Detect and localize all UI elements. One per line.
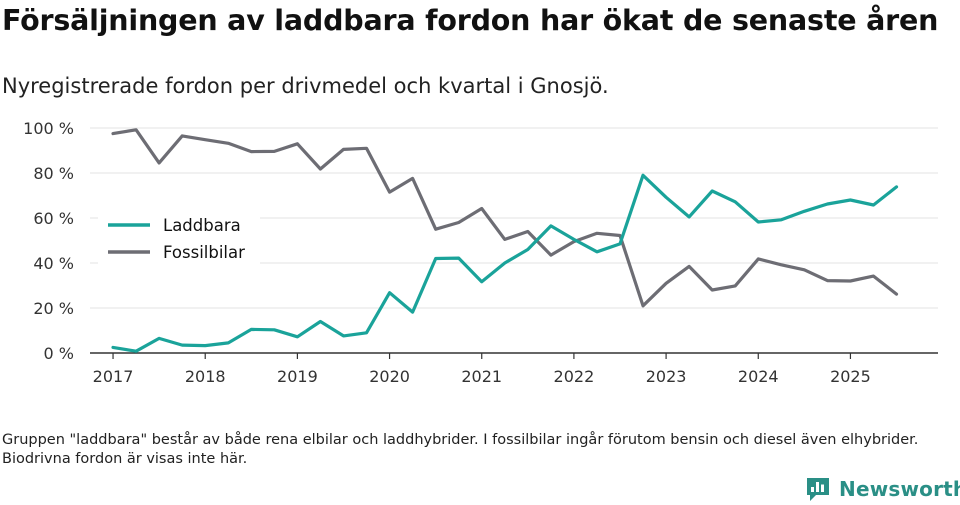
legend-background — [98, 208, 260, 270]
legend-label-laddbara: Laddbara — [163, 216, 241, 235]
x-tick-label: 2018 — [185, 367, 226, 386]
chart-subtitle: Nyregistrerade fordon per drivmedel och … — [2, 74, 609, 98]
logo-text: Newsworthy — [839, 477, 960, 501]
line-chart: 0 % 20 % 40 % 60 % 80 % 100 % 2017 2018 2019 2020… — [23, 119, 938, 386]
bar-chart-logo-icon — [807, 478, 829, 501]
y-tick-label: 80 % — [33, 164, 74, 183]
x-tick-label: 2021 — [461, 367, 502, 386]
y-tick-label: 60 % — [33, 209, 74, 228]
axes: 0 % 20 % 40 % 60 % 80 % 100 % 2017 2018 2019 2020… — [23, 119, 938, 386]
series-line-fossilbilar — [111, 128, 899, 308]
footnote: Gruppen "laddbara" består av både rena e… — [2, 432, 919, 467]
series-lines — [111, 128, 899, 353]
page-title: Försäljningen av laddbara fordon har öka… — [2, 4, 939, 37]
y-tick-label: 0 % — [44, 344, 74, 363]
x-tick-label: 2020 — [369, 367, 410, 386]
y-tick-label: 100 % — [23, 119, 74, 138]
x-tick-label: 2022 — [554, 367, 595, 386]
x-tick-label: 2024 — [738, 367, 779, 386]
y-tick-label: 40 % — [33, 254, 74, 273]
y-tick-label: 20 % — [33, 299, 74, 318]
x-tick-label: 2019 — [277, 367, 318, 386]
series-line-laddbara — [111, 173, 899, 353]
newsworthy-logo: Newsworthy — [805, 476, 960, 502]
x-tick-label: 2025 — [830, 367, 871, 386]
x-tick-label: 2017 — [93, 367, 134, 386]
legend: Laddbara Fossilbilar — [98, 208, 260, 270]
legend-label-fossilbilar: Fossilbilar — [163, 243, 245, 262]
x-tick-label: 2023 — [646, 367, 687, 386]
